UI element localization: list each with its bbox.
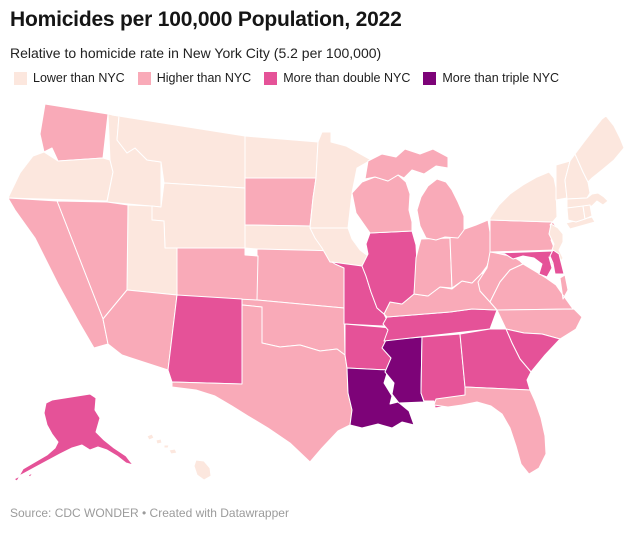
state-texas[interactable]: Texas (171, 304, 353, 463)
legend-swatch-double (264, 71, 278, 85)
state-colorado[interactable]: Colorado (176, 247, 259, 301)
legend-item-higher: Higher than NYC (137, 71, 252, 85)
state-delaware[interactable]: Delaware (549, 249, 565, 275)
state-wyoming[interactable]: Wyoming (151, 182, 246, 249)
legend-swatch-higher (137, 71, 151, 85)
legend-item-lower: Lower than NYC (14, 71, 125, 85)
state-pennsylvania[interactable]: Pennsylvania (489, 219, 559, 253)
chart-subtitle: Relative to homicide rate in New York Ci… (10, 45, 382, 61)
legend-item-triple: More than triple NYC (423, 71, 559, 85)
state-wisconsin[interactable]: Wisconsin (351, 174, 413, 234)
legend-label-triple: More than triple NYC (442, 71, 560, 85)
legend-label-higher: Higher than NYC (156, 71, 252, 85)
legend-swatch-triple (423, 71, 437, 85)
state-washington[interactable]: Washington (39, 103, 109, 162)
state-minnesota[interactable]: Minnesota (309, 131, 372, 229)
state-maine[interactable]: Maine (574, 115, 625, 183)
state-virginia[interactable]: Virginia (489, 263, 574, 311)
us-choropleth-map: Washington Oregon Idaho Montana North Da… (7, 103, 625, 482)
chart-title: Homicides per 100,000 Population, 2022 (10, 8, 402, 31)
state-indiana[interactable]: Indiana (413, 237, 453, 297)
legend-label-double: More than double NYC (283, 71, 411, 85)
state-michigan[interactable]: Michigan (364, 148, 465, 241)
legend-item-double: More than double NYC (264, 71, 410, 85)
state-florida[interactable]: Florida (433, 386, 547, 475)
state-connecticut[interactable]: Connecticut (566, 205, 586, 223)
state-new-mexico[interactable]: New Mexico (167, 294, 243, 385)
state-louisiana[interactable]: Louisiana (346, 367, 415, 429)
state-north-dakota[interactable]: North Dakota (244, 135, 319, 179)
legend-swatch-lower (14, 71, 27, 85)
state-rhode-island[interactable]: Rhode Island (582, 204, 593, 220)
state-alaska[interactable]: Alaska (13, 393, 134, 482)
state-south-dakota[interactable]: South Dakota (244, 177, 317, 227)
state-california[interactable]: California (7, 197, 109, 349)
legend: Lower than NYC Higher than NYC More than… (14, 71, 559, 85)
state-hawaii[interactable]: Hawaii (146, 433, 212, 481)
state-illinois[interactable]: Illinois (361, 230, 418, 315)
source-line: Source: CDC WONDER • Created with Datawr… (10, 506, 289, 520)
legend-label-lower: Lower than NYC (33, 71, 125, 85)
